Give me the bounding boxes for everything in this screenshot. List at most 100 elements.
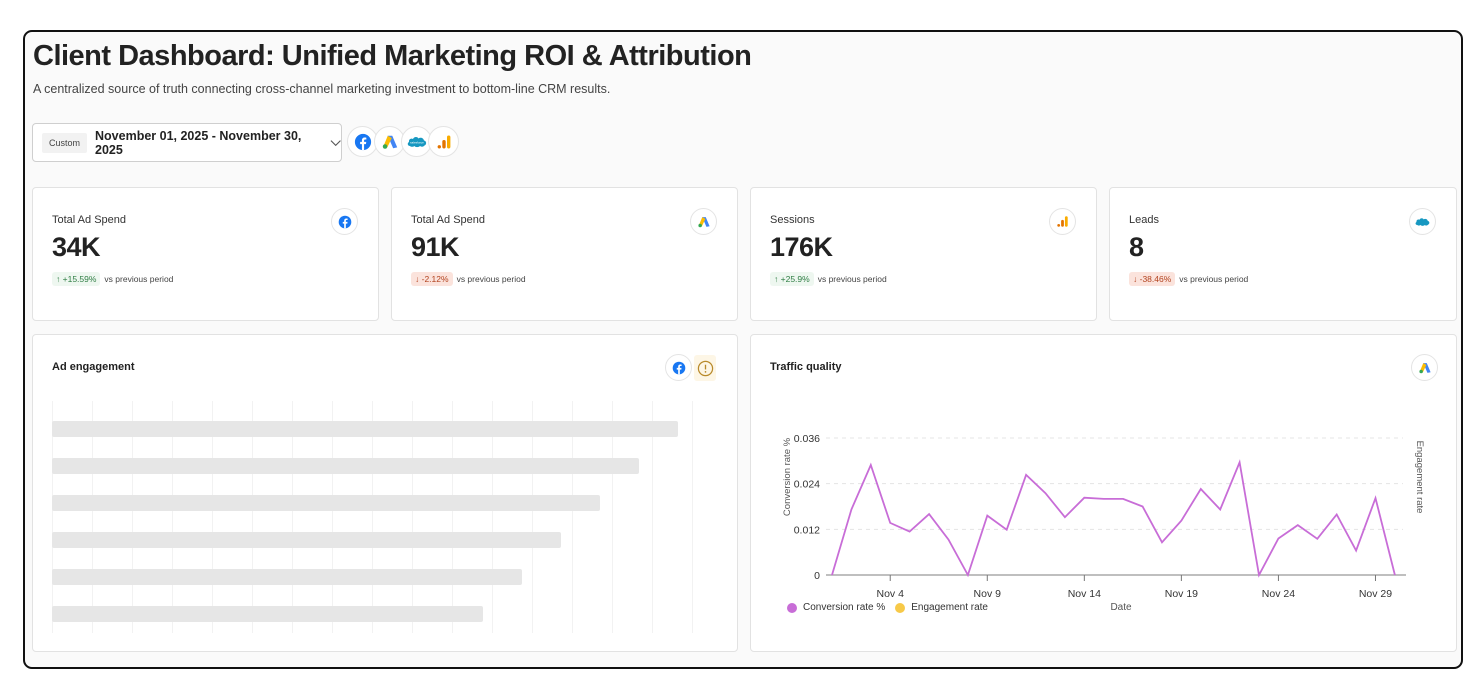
kpi-delta-badge: ↓ -2.12%	[411, 272, 453, 286]
google-ads-icon	[382, 135, 397, 149]
arrow-down-icon: ↓	[415, 274, 420, 284]
source-facebook[interactable]	[347, 126, 378, 157]
legend-item-engagement[interactable]: Engagement rate	[895, 602, 988, 613]
kpi-delta-badge: ↑ +15.59%	[52, 272, 101, 286]
y-tick-label: 0.036	[794, 433, 820, 445]
kpi-delta-suffix: vs previous period	[817, 274, 887, 284]
skeleton-gridline	[92, 401, 93, 633]
skeleton-gridline	[172, 401, 173, 633]
kpi-label: Sessions	[770, 214, 815, 226]
page-subtitle: A centralized source of truth connecting…	[33, 82, 611, 96]
skeleton-gridline	[652, 401, 653, 633]
skeleton-gridline	[572, 401, 573, 633]
y-axis-label: Conversion rate %	[782, 437, 793, 516]
arrow-up-icon: ↑	[56, 274, 61, 284]
skeleton-gridline	[252, 401, 253, 633]
kpi-delta-badge: ↓ -38.46%	[1129, 272, 1176, 286]
y-tick-label: 0.024	[794, 479, 820, 491]
y2-axis-label: Engagement rate	[1414, 441, 1425, 514]
kpi-label: Total Ad Spend	[411, 214, 486, 226]
legend-item-conversion[interactable]: Conversion rate %	[787, 602, 885, 613]
skeleton-bar	[52, 495, 600, 511]
kpi-source-chip	[1409, 208, 1436, 235]
kpi-card-leads: Leads 8 ↓ -38.46% vs previous period	[1109, 187, 1457, 321]
skeleton-bar	[52, 606, 483, 622]
chart-legend: Conversion rate % Engagement rate	[787, 602, 998, 613]
skeleton-gridline	[292, 401, 293, 633]
skeleton-bar	[52, 532, 561, 548]
x-axis-label: Date	[1110, 602, 1132, 613]
x-tick-label: Nov 29	[1359, 588, 1392, 600]
legend-label: Conversion rate %	[803, 602, 886, 613]
warning-icon	[697, 360, 713, 376]
kpi-value: 8	[1129, 232, 1144, 262]
skeleton-gridline	[212, 401, 213, 633]
kpi-label: Total Ad Spend	[52, 214, 127, 226]
source-salesforce[interactable]: salesforce	[401, 126, 432, 157]
salesforce-icon: salesforce	[407, 136, 426, 147]
traffic-quality-panel: Traffic quality 0 0.012 0.024 0.036 Nov 4 Nov…	[750, 334, 1457, 652]
kpi-value: 34K	[52, 232, 101, 262]
kpi-source-chip	[690, 208, 717, 235]
ad-engagement-panel: Ad engagement	[32, 334, 738, 652]
traffic-quality-chart: 0 0.012 0.024 0.036 Nov 4 Nov 9 Nov 14 Nov 19 No…	[782, 433, 1425, 613]
google-ads-icon	[1418, 362, 1431, 373]
x-tick-label: Nov 14	[1068, 588, 1101, 600]
warning-button[interactable]	[694, 355, 716, 381]
x-tick-label: Nov 19	[1165, 588, 1198, 600]
page-title: Client Dashboard: Unified Marketing ROI …	[33, 40, 752, 72]
kpi-value: 91K	[411, 232, 460, 262]
facebook-icon	[672, 361, 685, 374]
panel-title: Traffic quality	[770, 361, 842, 373]
skeleton-gridline	[132, 401, 133, 633]
google-ads-icon	[697, 216, 710, 227]
skeleton-bar	[52, 421, 678, 437]
skeleton-gridline	[532, 401, 533, 633]
kpi-card-google-ads-ad-spend: Total Ad Spend 91K ↓ -2.12% vs previous …	[391, 187, 738, 321]
skeleton-gridline	[492, 401, 493, 633]
svg-text:salesforce: salesforce	[410, 140, 424, 144]
x-tick-label: Nov 9	[974, 588, 1002, 600]
google-analytics-icon	[1057, 216, 1068, 227]
loading-skeleton	[52, 401, 693, 633]
kpi-delta-value: -38.46%	[1139, 274, 1172, 284]
date-range-picker[interactable]: Custom November 01, 2025 - November 30, …	[32, 123, 342, 162]
skeleton-bar	[52, 458, 639, 474]
skeleton-gridline	[372, 401, 373, 633]
y-tick-label: 0	[814, 570, 820, 582]
kpi-card-facebook-ad-spend: Total Ad Spend 34K ↑ +15.59% vs previous…	[32, 187, 379, 321]
skeleton-gridline	[52, 401, 53, 633]
panel-source-chip	[1411, 354, 1438, 381]
skeleton-gridline	[412, 401, 413, 633]
series-line-conversion-rate	[831, 459, 1396, 578]
date-range-value: November 01, 2025 - November 30, 2025	[95, 128, 302, 157]
skeleton-bar	[52, 569, 522, 585]
chevron-down-icon	[330, 139, 341, 146]
skeleton-gridline	[332, 401, 333, 633]
skeleton-gridline	[612, 401, 613, 633]
kpi-card-sessions: Sessions 176K ↑ +25.9% vs previous perio…	[750, 187, 1097, 321]
legend-dot-conversion	[787, 602, 797, 613]
arrow-down-icon: ↓	[1133, 274, 1138, 284]
kpi-source-chip	[331, 208, 358, 235]
date-preset-label: Custom	[42, 132, 88, 153]
x-tick-label: Nov 24	[1262, 588, 1295, 600]
kpi-source-chip	[1049, 208, 1076, 235]
kpi-delta-suffix: vs previous period	[456, 274, 526, 284]
panel-title: Ad engagement	[52, 361, 135, 373]
x-tick-label: Nov 4	[877, 588, 905, 600]
google-analytics-icon	[437, 135, 450, 148]
skeleton-gridline	[452, 401, 453, 633]
salesforce-icon	[1415, 217, 1430, 226]
legend-dot-engagement	[895, 602, 906, 613]
source-google-analytics[interactable]	[428, 126, 459, 157]
legend-label: Engagement rate	[911, 602, 988, 613]
skeleton-gridline	[692, 401, 693, 633]
facebook-icon	[354, 133, 371, 150]
panel-source-chip	[665, 354, 692, 381]
kpi-delta-value: +15.59%	[62, 274, 97, 284]
arrow-up-icon: ↑	[774, 274, 779, 284]
dashboard-frame: Client Dashboard: Unified Marketing ROI …	[23, 30, 1463, 669]
kpi-delta-value: +25.9%	[780, 274, 810, 284]
kpi-delta-badge: ↑ +25.9%	[770, 272, 814, 286]
